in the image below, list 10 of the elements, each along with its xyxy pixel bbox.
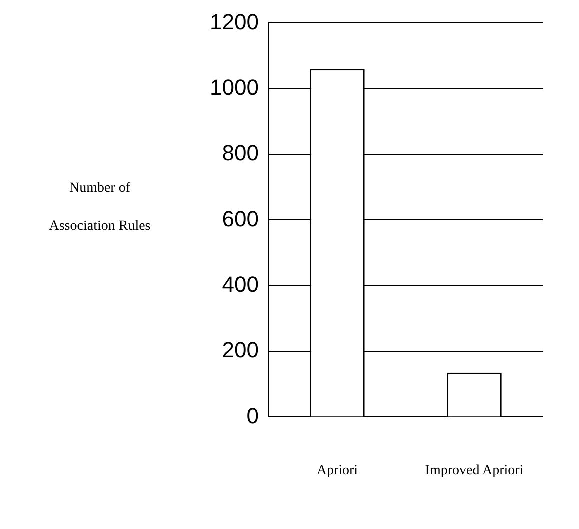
y-tick-label: 600 [222, 206, 259, 232]
y-tick-label: 800 [222, 140, 259, 166]
x-tick-label: Apriori [316, 463, 358, 478]
y-tick-label: 400 [222, 272, 259, 297]
y-tick-label: 0 [246, 403, 259, 428]
y-tick-label: 1200 [210, 9, 259, 34]
text: Number of Association Rules [49, 181, 151, 234]
y-tick-label: 200 [222, 338, 259, 363]
x-tick-label: Improved Apriori [425, 463, 524, 478]
y-tick-label: 1000 [210, 74, 259, 100]
